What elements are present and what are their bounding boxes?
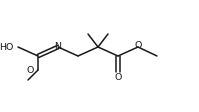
Text: O: O <box>27 66 34 75</box>
Text: O: O <box>134 41 142 50</box>
Text: HO: HO <box>0 43 13 52</box>
Text: O: O <box>114 73 122 82</box>
Text: N: N <box>55 42 61 51</box>
